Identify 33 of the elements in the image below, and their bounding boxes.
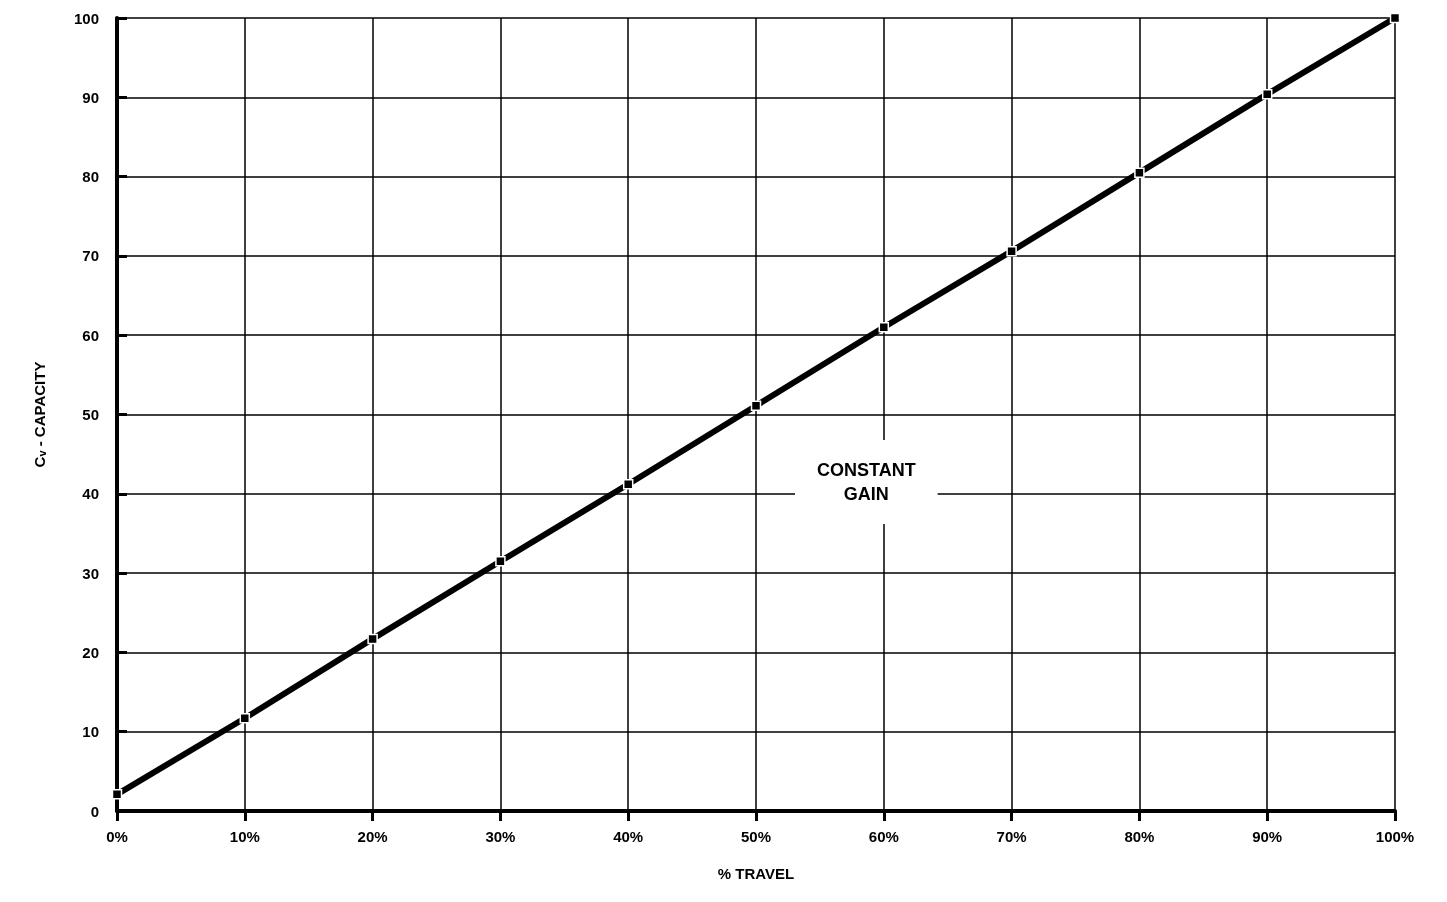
- point: [1006, 245, 1017, 257]
- x-tick-label: 0%: [106, 828, 128, 845]
- y-tick-label: 100: [73, 9, 99, 27]
- y-tick-label: 0: [90, 802, 99, 820]
- x-tick-label: 10%: [229, 828, 260, 845]
- x-tick-label: 90%: [1252, 828, 1283, 845]
- point: [622, 479, 634, 490]
- y-tick-label: 90: [82, 88, 99, 106]
- y-tick-label: 70: [82, 247, 99, 265]
- x-tick-label: 20%: [357, 828, 388, 845]
- point: [367, 633, 378, 645]
- y-tick-label: 20: [82, 643, 99, 661]
- y-tick-label: 50: [82, 406, 99, 423]
- point: [495, 555, 506, 567]
- y-tick-label: 60: [82, 326, 99, 344]
- y-tick-label: 10: [82, 723, 99, 741]
- point: [1261, 88, 1273, 100]
- x-tick-label: 70%: [996, 828, 1027, 845]
- annotation: CONSTANT GAIN: [816, 460, 916, 504]
- y-tick-label: 30: [82, 564, 99, 582]
- x-tick-label: 60%: [868, 828, 899, 845]
- y-tick-label: 80: [82, 168, 99, 186]
- x-axis-title: % TRAVEL: [717, 865, 795, 882]
- point: [878, 322, 890, 333]
- x-tick-label: 50%: [740, 828, 772, 845]
- x-tick-label: 80%: [1124, 828, 1155, 845]
- x-tick-label: 100%: [1375, 828, 1415, 845]
- x-tick-label: 30%: [485, 828, 516, 845]
- x-tick-label: 40%: [613, 828, 644, 845]
- point: [750, 400, 762, 412]
- point: [1134, 167, 1145, 178]
- point: [239, 712, 251, 724]
- y-tick-label: 40: [82, 485, 99, 503]
